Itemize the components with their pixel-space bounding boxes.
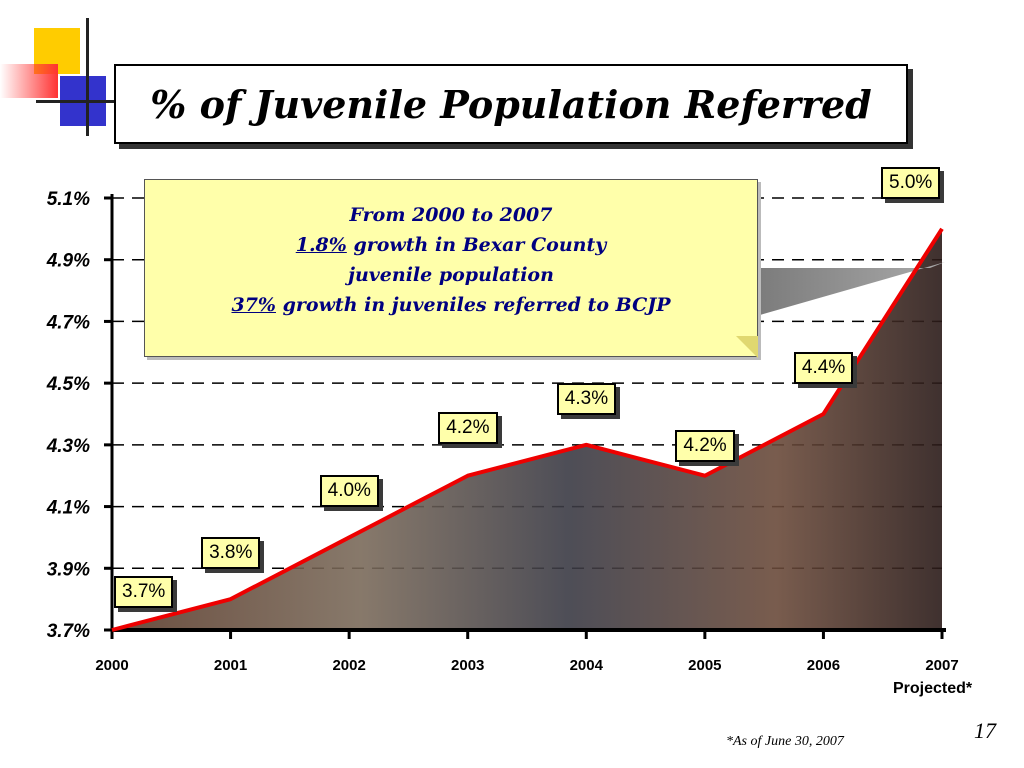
callout-referral-growth-text: growth in juveniles referred to BCJP: [275, 294, 671, 316]
x-tick-label: 2004: [570, 657, 604, 674]
callout-line-2: 1.8% growth in Bexar County: [145, 230, 757, 260]
data-label: 5.0%: [881, 166, 941, 199]
x-tick-label: 2007: [925, 657, 958, 674]
callout-referral-growth-value: 37%: [231, 294, 276, 316]
x-tick-label: 2005: [688, 657, 721, 674]
data-label: 4.2%: [438, 411, 498, 444]
x-tick-label: 2006: [807, 657, 840, 674]
slide-title: % of Juvenile Population Referred: [150, 81, 872, 127]
title-box: % of Juvenile Population Referred: [114, 64, 908, 144]
callout-county-growth-value: 1.8%: [295, 234, 347, 256]
y-tick-label: 4.9%: [46, 251, 90, 272]
x-tick-label: 2000: [95, 657, 128, 674]
callout-folded-corner: [736, 336, 758, 358]
x-tick-label: 2002: [332, 657, 365, 674]
tick-labels: 5.1% 4.9% 4.7% 4.5% 4.3% 4.1% 3.9% 3.7% 2000 2001…: [46, 189, 959, 674]
y-tick-label: 4.7%: [46, 312, 90, 333]
y-tick-label: 3.7%: [47, 621, 90, 642]
callout-line-1: From 2000 to 2007: [349, 204, 553, 226]
projected-note: Projected*: [893, 680, 973, 697]
footnote: *As of June 30, 2007: [726, 734, 844, 749]
callout-line-3: juvenile population: [348, 264, 554, 286]
y-tick-label: 3.9%: [47, 559, 90, 580]
photo-fill-area: [112, 228, 942, 630]
data-label: 4.3%: [556, 382, 617, 415]
data-label: 3.7%: [114, 576, 174, 608]
callout-county-growth-text: growth in Bexar County: [346, 234, 607, 256]
logo-horizontal-line: [36, 100, 116, 103]
data-label: 4.2%: [675, 429, 735, 462]
y-tick-label: 5.1%: [47, 189, 90, 210]
x-tick-label: 2003: [451, 657, 484, 674]
logo-graphic: [0, 0, 130, 140]
callout-note: From 2000 to 2007 1.8% growth in Bexar C…: [144, 179, 758, 357]
page-number: 17: [974, 718, 996, 743]
callout-pointer: [740, 262, 945, 315]
logo-vertical-line: [86, 18, 89, 136]
y-tick-label: 4.3%: [46, 436, 90, 457]
y-tick-label: 4.1%: [46, 498, 90, 519]
data-label: 4.0%: [319, 475, 379, 508]
callout-line-4: 37% growth in juveniles referred to BCJP: [145, 290, 757, 320]
x-tick-label: 2001: [214, 657, 247, 674]
series-line: [111, 227, 944, 632]
axes: [104, 194, 946, 639]
y-tick-label: 4.5%: [46, 374, 90, 395]
data-label: 3.8%: [201, 537, 261, 570]
logo-red-bar: [0, 64, 58, 98]
data-label: 4.4%: [793, 352, 854, 384]
